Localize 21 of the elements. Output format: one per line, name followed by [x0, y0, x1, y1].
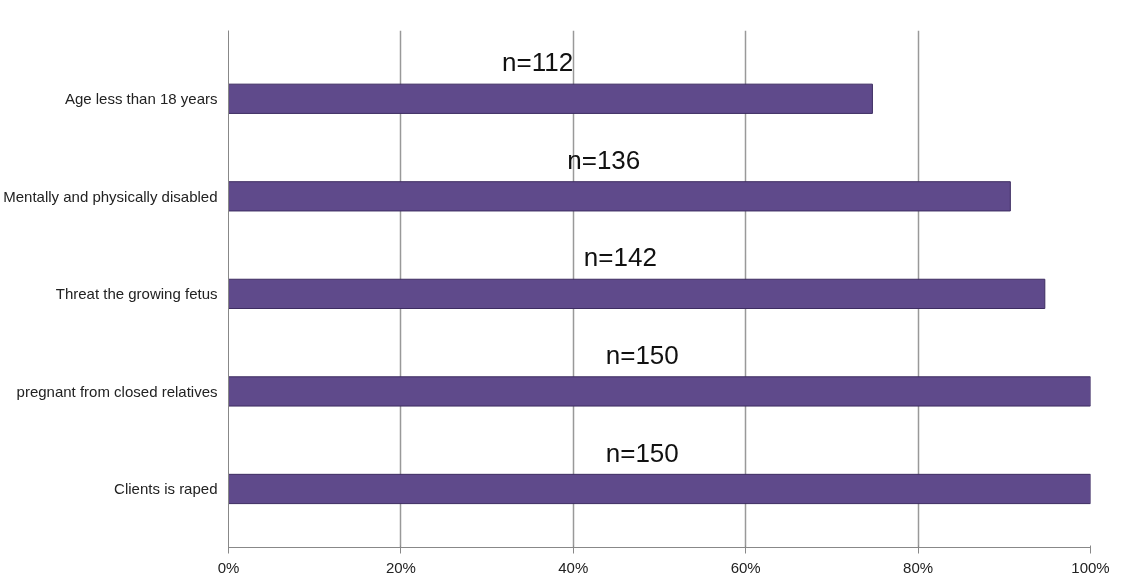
x-tick-label: 20%	[385, 558, 416, 576]
y-tick-label: Threat the growing fetus	[55, 285, 218, 303]
annotation: n=150	[605, 437, 679, 468]
annotation: n=142	[583, 242, 657, 273]
bar	[228, 181, 1011, 212]
bar	[228, 473, 1091, 505]
annotation: n=112	[502, 47, 574, 78]
x-tick-label: 40%	[558, 558, 589, 576]
bar	[228, 376, 1091, 407]
bar	[228, 83, 873, 114]
bar	[228, 278, 1046, 310]
y-tick-label: Clients is raped	[114, 480, 218, 498]
x-tick-label: 100%	[1071, 558, 1110, 576]
y-tick-label: Age less than 18 years	[64, 90, 218, 108]
x-tick-label: 80%	[903, 558, 934, 576]
annotation: n=136	[567, 144, 641, 175]
x-tick-label: 0%	[217, 558, 240, 576]
annotation: n=150	[605, 339, 679, 370]
y-tick-label: pregnant from closed relatives	[16, 382, 218, 400]
x-tick-label: 60%	[730, 558, 761, 576]
y-tick-label: Mentally and physically disabled	[3, 187, 218, 205]
